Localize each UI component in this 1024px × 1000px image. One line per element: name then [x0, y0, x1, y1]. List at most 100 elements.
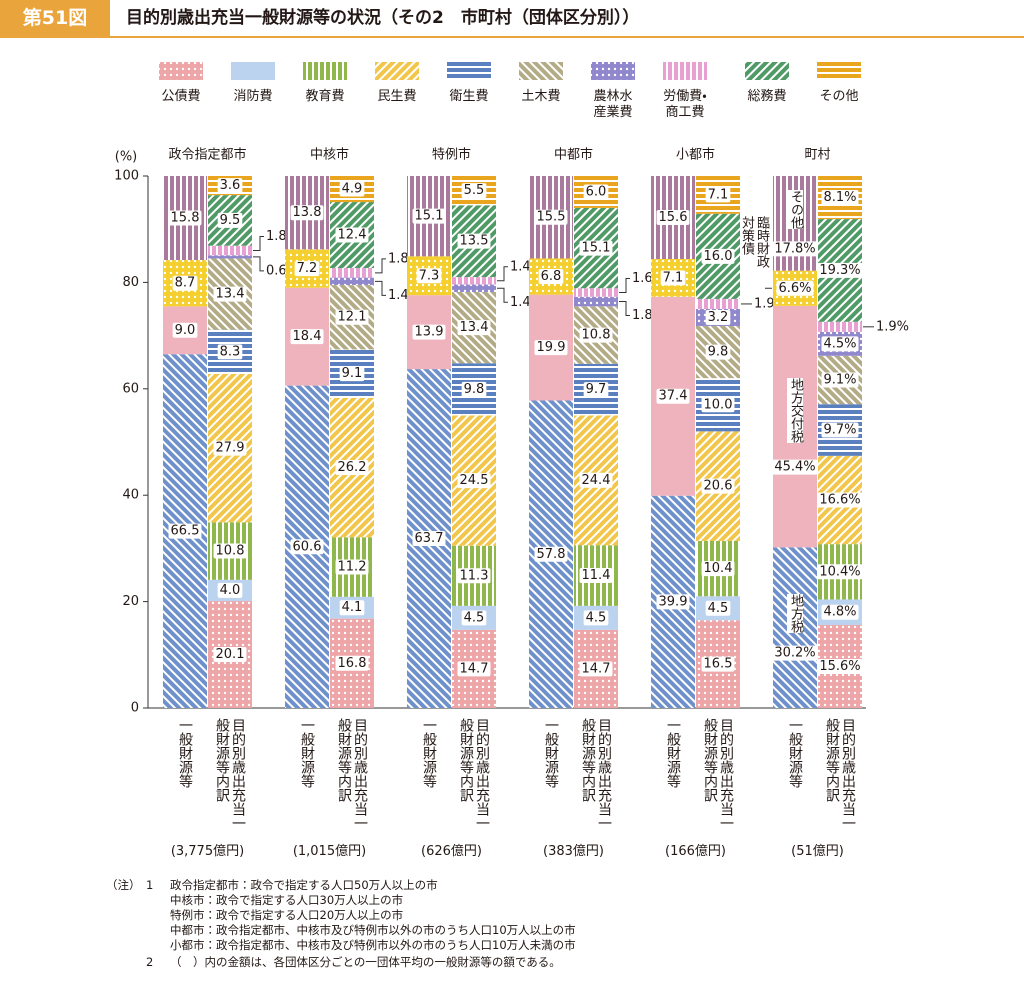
- value-label: 15.8: [171, 211, 200, 226]
- group-amount: (626億円): [421, 844, 482, 859]
- label-bg: [701, 656, 735, 672]
- label-bg: [339, 600, 365, 616]
- label-bg: [457, 233, 491, 249]
- label-bg: [461, 183, 487, 199]
- bar-segment: [452, 284, 496, 292]
- label-bg: [817, 262, 863, 278]
- label-bg: [821, 336, 859, 352]
- label-bg: [217, 212, 243, 228]
- label-bg: [705, 344, 731, 360]
- value-label: 45.4%: [774, 460, 815, 475]
- value-label: 7.2: [297, 261, 318, 276]
- value-label: 11.2: [338, 560, 367, 575]
- label-bg: [656, 594, 690, 610]
- label-bg: [579, 661, 613, 677]
- leader: [497, 287, 508, 303]
- value-label: 9.5: [220, 213, 241, 228]
- value-label: 3.6: [220, 178, 241, 193]
- label-bg: [630, 308, 655, 324]
- figure-number: 第51図: [0, 0, 110, 36]
- x-bar-label: 目的別歳出充当一般財源等内訳: [580, 718, 612, 830]
- value-label: 4.8%: [823, 605, 856, 620]
- value-label: 1.9: [754, 296, 775, 311]
- value-label: 63.7: [415, 531, 444, 546]
- value-label: 14.7: [460, 661, 489, 676]
- value-label: 1.4: [510, 259, 531, 274]
- value-label: 9.8: [708, 345, 729, 360]
- label-bg: [457, 661, 491, 677]
- value-label: 6.8: [541, 269, 562, 284]
- value-label: 4.9: [342, 182, 363, 197]
- label-bg: [264, 228, 289, 244]
- segment-name: その他: [787, 189, 803, 229]
- legend-label: その他: [819, 89, 859, 104]
- label-bg: [660, 270, 686, 286]
- note-text: 政令指定都市：政令で指定する人口50万人以上の市: [170, 878, 438, 892]
- label-bg: [290, 539, 324, 555]
- y-unit-label: (%): [115, 150, 138, 165]
- label-bg: [339, 366, 365, 382]
- label-bg: [583, 184, 609, 200]
- leader: [619, 278, 630, 294]
- x-bar-label: 一般財源等: [543, 718, 559, 788]
- label-bg: [335, 460, 369, 476]
- value-label: 4.5: [708, 601, 729, 616]
- value-label: 1.4: [510, 295, 531, 310]
- bar-segment: [208, 255, 252, 259]
- bar-segment: [574, 288, 618, 297]
- group-amount: (383億円): [543, 844, 604, 859]
- label-bg: [386, 287, 411, 303]
- leader: [253, 235, 264, 251]
- note-number: 2: [146, 955, 154, 969]
- label-bg: [217, 582, 243, 598]
- value-label: 15.6: [659, 210, 688, 225]
- label-bg: [335, 227, 369, 243]
- header: 第51図 目的別歳出充当一般財源等の状況（その2 市町村（団体区分別））: [0, 0, 1024, 38]
- value-label: 30.2%: [774, 646, 815, 661]
- value-label: 5.5: [464, 183, 485, 198]
- value-label: 19.9: [537, 340, 566, 355]
- group-label: 中核市: [310, 148, 349, 163]
- label-bg: [168, 523, 202, 539]
- label-bg: [817, 659, 863, 675]
- label-bg: [656, 388, 690, 404]
- value-label: 24.5: [460, 473, 489, 488]
- group-amount: (3,775億円): [170, 844, 245, 859]
- group-label: 政令指定都市: [168, 148, 246, 163]
- legend-swatch: [663, 62, 707, 80]
- value-label: 20.1: [216, 647, 245, 662]
- value-label: 11.3: [460, 568, 489, 583]
- value-label: 13.4: [216, 287, 245, 302]
- value-label: 15.5: [537, 210, 566, 225]
- label-bg: [335, 309, 369, 325]
- value-label: 1.8: [632, 308, 653, 323]
- leader: [619, 301, 630, 317]
- value-label: 9.0: [175, 323, 196, 338]
- label-bg: [412, 208, 446, 224]
- label-bg: [579, 327, 613, 343]
- value-label: 27.9: [216, 441, 245, 456]
- value-label: 6.6%: [778, 281, 811, 296]
- label-bg: [817, 492, 863, 508]
- label-bg: [172, 275, 198, 291]
- value-label: 7.1: [663, 270, 684, 285]
- label-bg: [457, 568, 491, 584]
- value-label: 12.1: [338, 310, 367, 325]
- value-label: 7.1: [708, 187, 729, 202]
- label-bg: [416, 268, 442, 284]
- legend-swatch: [745, 62, 789, 80]
- note-number: 1: [146, 878, 154, 892]
- label-bg: [461, 381, 487, 397]
- x-bar-label: 一般財源等: [665, 718, 681, 788]
- label-bg: [821, 604, 859, 620]
- label-bg: [821, 372, 859, 388]
- note-text: 特例市：政令で指定する人口20万人以上の市: [170, 908, 404, 922]
- legend-label: 衛生費: [449, 89, 489, 104]
- value-label: 16.0: [704, 249, 733, 264]
- legend-label: 土木費: [521, 89, 561, 104]
- value-label: 0.6: [266, 263, 287, 278]
- y-tick-label: 100: [114, 169, 139, 184]
- label-bg: [579, 240, 613, 256]
- legend-label: 教育費: [305, 89, 345, 104]
